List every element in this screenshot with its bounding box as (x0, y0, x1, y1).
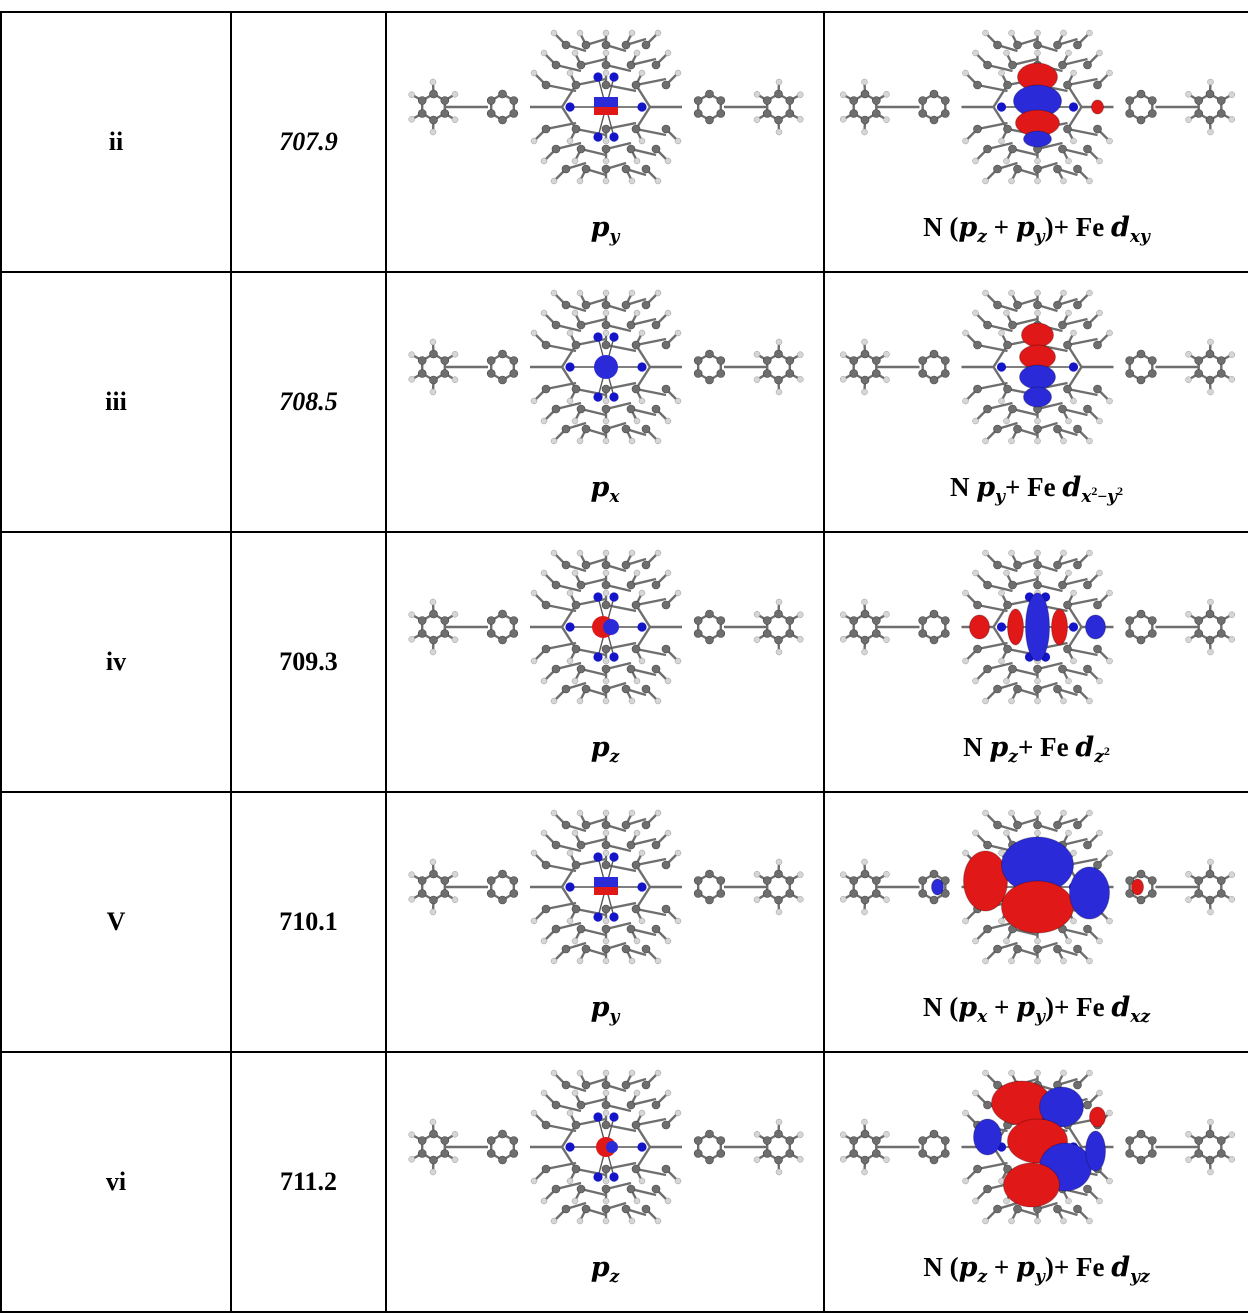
molecule-render (408, 549, 804, 705)
molecule-render (408, 29, 804, 185)
molecule-render (408, 289, 804, 445)
atomic-orbital-image-cell: py (385, 791, 825, 1053)
orbital-caption: pz (590, 1252, 620, 1287)
molecular-orbital-render (839, 1069, 1236, 1225)
table-row: iii 708.5 px N py+ Fe dx2−y2 (0, 271, 1248, 533)
row-label: vi (0, 1051, 232, 1313)
molecular-orbital-render (839, 549, 1236, 705)
mo-image-cell: N (pz + py)+ Fe dxy (823, 11, 1248, 273)
table-row: ii 707.9 py N (pz + py)+ Fe dxy (0, 11, 1248, 273)
molecular-orbital-render (839, 29, 1236, 185)
orbital-caption: px (590, 472, 620, 507)
atomic-orbital-image-cell: pz (385, 531, 825, 793)
energy-value: 711.2 (230, 1051, 387, 1313)
atomic-orbital-image-cell: py (385, 11, 825, 273)
mo-caption: N py+ Fe dx2−y2 (949, 472, 1123, 507)
molecular-orbital-render (839, 809, 1236, 965)
mo-caption: N (pz + py)+ Fe dxy (923, 212, 1150, 247)
table-row: vi 711.2 pz N (pz + py)+ Fe dyz (0, 1051, 1248, 1313)
mo-image-cell: N pz+ Fe dz2 (823, 531, 1248, 793)
orbital-caption: py (590, 212, 620, 247)
orbital-caption: py (590, 992, 620, 1027)
mo-caption: N (pz + py)+ Fe dyz (923, 1252, 1150, 1287)
table-row: iv 709.3 pz N pz+ Fe dz2 (0, 531, 1248, 793)
molecular-orbital-render (839, 289, 1236, 445)
molecule-render (408, 1069, 804, 1225)
row-label: iii (0, 271, 232, 533)
energy-value: 710.1 (230, 791, 387, 1053)
mo-image-cell: N (pz + py)+ Fe dyz (823, 1051, 1248, 1313)
mo-caption: N pz+ Fe dz2 (963, 732, 1110, 767)
row-label: V (0, 791, 232, 1053)
atomic-orbital-image-cell: px (385, 271, 825, 533)
energy-value: 709.3 (230, 531, 387, 793)
orbital-table: ii 707.9 py N (pz + py)+ Fe dxy iii 708.5 px N … (0, 11, 1248, 1313)
molecule-render (408, 809, 804, 965)
row-label: iv (0, 531, 232, 793)
row-label: ii (0, 11, 232, 273)
mo-image-cell: N (px + py)+ Fe dxz (823, 791, 1248, 1053)
atomic-orbital-image-cell: pz (385, 1051, 825, 1313)
table-row: V 710.1 py N (px + py)+ Fe dxz (0, 791, 1248, 1053)
mo-image-cell: N py+ Fe dx2−y2 (823, 271, 1248, 533)
energy-value: 708.5 (230, 271, 387, 533)
mo-caption: N (px + py)+ Fe dxz (923, 992, 1150, 1027)
energy-value: 707.9 (230, 11, 387, 273)
orbital-caption: pz (590, 732, 620, 767)
